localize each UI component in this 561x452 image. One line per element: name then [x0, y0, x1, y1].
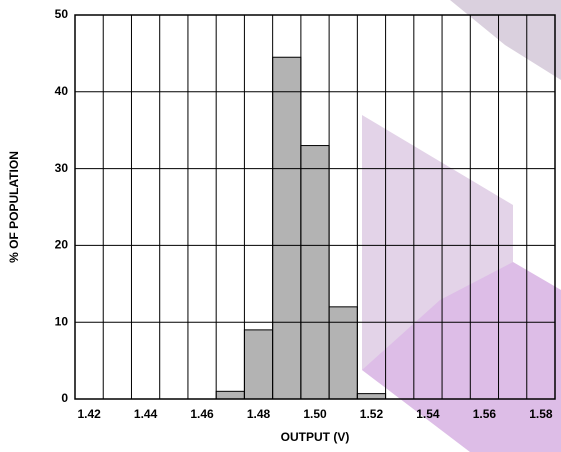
x-tick-label: 1.44: [134, 407, 158, 421]
y-tick-label: 20: [55, 238, 69, 252]
x-tick-label: 1.52: [360, 407, 384, 421]
x-tick-label: 1.42: [77, 407, 101, 421]
x-axis-label: OUTPUT (V): [281, 430, 350, 444]
y-tick-label: 40: [55, 84, 69, 98]
x-tick-label: 1.48: [247, 407, 271, 421]
y-tick-label: 50: [55, 7, 69, 21]
x-tick-label: 1.56: [473, 407, 497, 421]
bar: [243, 329, 274, 400]
x-tick-label: 1.46: [190, 407, 214, 421]
x-tick-label: 1.54: [416, 407, 440, 421]
bar: [300, 145, 330, 400]
bar: [215, 390, 245, 400]
x-tick-label: 1.58: [529, 407, 553, 421]
watermark: [450, 0, 561, 80]
watermark: [362, 262, 561, 452]
y-tick-label: 30: [55, 161, 69, 175]
y-axis-label: % OF POPULATION: [7, 151, 21, 263]
bar: [328, 306, 358, 400]
y-tick-label: 10: [55, 314, 69, 328]
watermark: [362, 115, 561, 452]
y-tick-label: 0: [61, 391, 68, 405]
bar: [272, 56, 302, 400]
bar: [356, 393, 387, 400]
x-tick-label: 1.50: [303, 407, 327, 421]
plot-frame: [74, 14, 556, 400]
